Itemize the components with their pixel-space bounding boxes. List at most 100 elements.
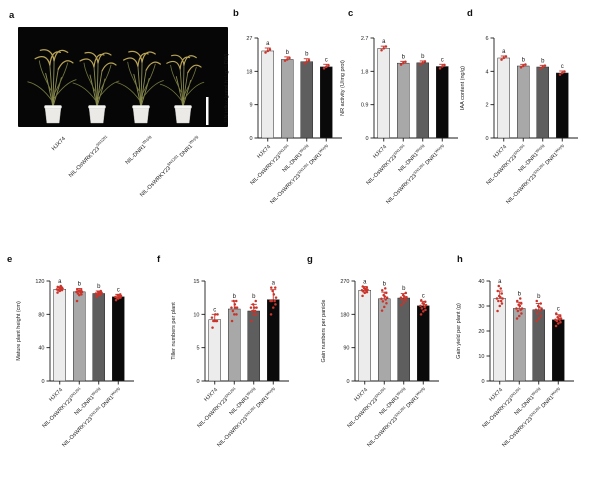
bar <box>436 66 449 139</box>
plant-leaf <box>116 82 141 102</box>
panel-e-label: e <box>7 254 13 265</box>
plant-stem <box>182 72 189 108</box>
sig-letter: b <box>78 282 82 288</box>
data-point <box>422 310 425 313</box>
data-point <box>75 299 79 303</box>
sig-letter: c <box>441 57 444 63</box>
data-point <box>541 65 544 69</box>
data-point <box>211 326 214 329</box>
plant-panicle <box>101 62 117 72</box>
sig-letter: b <box>518 292 522 298</box>
data-point <box>522 64 525 68</box>
y-tick-label: 0 <box>481 379 484 385</box>
bar <box>247 310 260 382</box>
data-point <box>497 299 500 303</box>
data-point <box>554 318 557 321</box>
data-point <box>520 307 524 310</box>
data-point <box>496 289 499 293</box>
data-point <box>517 303 520 306</box>
plant-panicle <box>145 61 161 71</box>
data-point <box>423 305 426 309</box>
data-point <box>360 289 364 292</box>
data-point <box>271 289 274 293</box>
plant-stem <box>175 76 184 108</box>
plant-leaf <box>54 62 69 93</box>
data-point <box>516 309 520 313</box>
data-point <box>114 298 118 302</box>
data-point <box>400 303 403 307</box>
bar <box>397 62 410 139</box>
plant-pot-rim <box>174 105 192 109</box>
sig-letter: b <box>97 284 101 290</box>
y-tick-label: 10 <box>193 312 199 318</box>
data-point <box>230 319 234 323</box>
sig-letter: c <box>325 57 328 63</box>
plant-panicle <box>171 54 185 66</box>
y-tick-label: 0.9 <box>361 103 369 109</box>
plant-panicle <box>137 52 149 67</box>
bar <box>358 290 371 382</box>
panel-b-label: b <box>233 8 239 19</box>
data-point <box>119 293 122 296</box>
data-point <box>399 296 403 299</box>
data-point <box>385 291 388 295</box>
plant-foliage <box>27 49 77 108</box>
data-point <box>361 285 364 288</box>
data-point <box>80 288 83 292</box>
plant-pot-rim <box>88 105 106 109</box>
data-point <box>254 313 258 316</box>
data-point <box>384 45 388 48</box>
plant-stem <box>89 74 98 108</box>
sig-letter: b <box>286 50 290 56</box>
y-tick-label: 1.8 <box>361 69 369 75</box>
data-point <box>76 292 80 295</box>
plant-pot <box>174 106 192 124</box>
data-point <box>305 60 308 63</box>
data-point <box>362 287 366 290</box>
plant-leaf <box>170 64 182 93</box>
sig-letter: b <box>522 57 526 63</box>
data-point <box>253 306 256 309</box>
rice-plant <box>27 49 77 124</box>
data-point <box>235 306 239 309</box>
data-point <box>535 299 538 303</box>
sig-letter: a <box>363 280 367 286</box>
bar <box>73 291 86 382</box>
data-point <box>274 303 277 306</box>
plant-foliage <box>72 51 120 108</box>
plant-leaf <box>159 83 183 102</box>
data-point <box>250 319 253 323</box>
x-category-label: HJX74 <box>492 144 508 160</box>
plant-panicle <box>97 52 112 64</box>
y-tick-label: 90 <box>343 346 349 352</box>
data-point <box>420 307 424 310</box>
y-tick-label: 40 <box>478 279 484 285</box>
data-point <box>214 319 218 323</box>
data-point <box>327 64 330 67</box>
y-tick-label: 20 <box>478 329 484 335</box>
plant-pot-rim <box>132 105 150 109</box>
data-point <box>404 60 407 63</box>
data-point <box>539 67 542 70</box>
bar <box>556 72 569 139</box>
plant-leaf <box>142 63 156 94</box>
bar <box>320 66 333 139</box>
data-point <box>399 63 403 66</box>
sig-letter: c <box>213 307 216 313</box>
data-point <box>495 297 499 300</box>
plant-pot <box>88 106 106 124</box>
y-tick-label: 0 <box>249 136 252 142</box>
bar <box>517 65 530 139</box>
data-point <box>270 286 273 289</box>
data-point <box>443 63 446 67</box>
data-point <box>95 295 98 299</box>
y-tick-label: 80 <box>38 312 44 318</box>
data-point <box>96 290 100 294</box>
plant-stem <box>45 72 54 108</box>
plant-leaf <box>83 62 96 92</box>
bar <box>552 319 565 382</box>
plant-stem <box>140 69 147 108</box>
sig-letter: b <box>383 281 387 287</box>
sig-letter: b <box>252 294 256 300</box>
